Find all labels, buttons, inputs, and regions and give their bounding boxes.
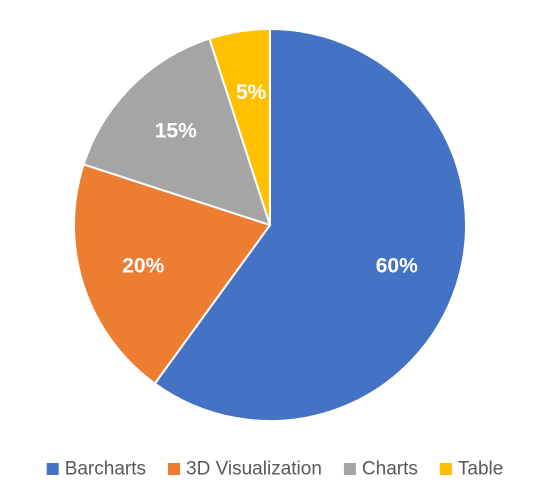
- legend-item-barcharts: Barcharts: [46, 459, 146, 480]
- pie-slices: [73, 28, 467, 422]
- legend-item-table: Table: [439, 459, 503, 480]
- pie-slice-table: [208, 28, 271, 226]
- legend-label-table: Table: [458, 459, 503, 480]
- pie-slice-3d-visualization: [73, 163, 271, 385]
- legend-item-charts: Charts: [343, 459, 418, 480]
- legend-label-barcharts: Barcharts: [65, 459, 146, 480]
- slice-label-charts: 15%: [155, 119, 197, 142]
- legend-swatch-table: [439, 463, 452, 475]
- legend-item-3d-visualization: 3D Visualization: [168, 459, 322, 480]
- legend-swatch-3d-visualization: [168, 463, 181, 475]
- slice-label-barcharts: 60%: [376, 255, 418, 278]
- slice-label-3d-visualization: 20%: [122, 255, 164, 278]
- pie-slice-charts: [82, 37, 271, 226]
- legend-swatch-charts: [343, 463, 356, 475]
- legend: Barcharts 3D Visualization Charts Table: [46, 459, 503, 480]
- legend-swatch-barcharts: [46, 463, 59, 475]
- legend-label-3d-visualization: 3D Visualization: [186, 459, 322, 480]
- pie-slice-barcharts: [153, 28, 467, 422]
- pie-slice-labels: 60% 20% 15% 5%: [122, 81, 418, 278]
- slice-label-table: 5%: [236, 81, 267, 104]
- legend-label-charts: Charts: [362, 459, 418, 480]
